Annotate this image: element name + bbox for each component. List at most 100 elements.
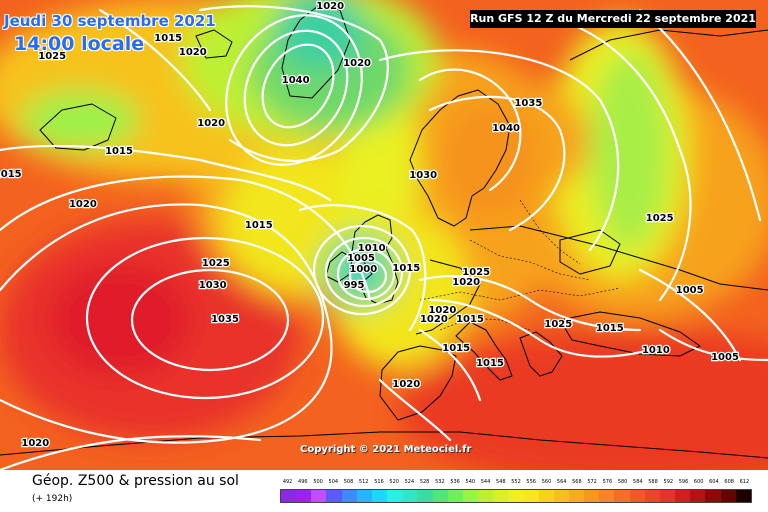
isobar-label: 1020 — [392, 379, 420, 390]
color-scale-swatch — [478, 490, 494, 502]
color-scale-label: 588 — [648, 479, 658, 485]
color-scale-label: 548 — [496, 479, 506, 485]
color-scale-label: 592 — [663, 479, 674, 485]
forecast-local-time: 14:00 locale — [14, 33, 145, 55]
isobar-label: 1030 — [199, 280, 227, 291]
isobar-label: 995 — [344, 280, 365, 291]
color-scale-label: 492 — [282, 479, 293, 485]
color-scale-swatch — [326, 490, 342, 502]
color-scale-swatch — [462, 490, 479, 502]
isobar-label: 1010 — [642, 345, 670, 356]
color-scale-bar — [280, 489, 752, 503]
color-scale-swatch — [538, 490, 554, 502]
color-scale-label: 580 — [617, 479, 628, 485]
color-scale-label: 516 — [374, 479, 384, 485]
color-scale-swatch — [341, 490, 357, 502]
isobar-label: 1015 — [596, 323, 624, 334]
color-scale-label: 608 — [724, 479, 734, 485]
color-scale-label: 504 — [328, 479, 339, 485]
color-scale-swatch — [568, 490, 585, 502]
color-scale-swatch — [735, 490, 751, 502]
isobar-label: 1015 — [392, 263, 420, 274]
color-scale-swatch — [432, 490, 448, 502]
color-scale-label: 552 — [511, 479, 521, 485]
isobar-label: 1015 — [105, 146, 133, 157]
isobar-label: 1025 — [646, 213, 674, 224]
isobar-label: 1020 — [21, 438, 49, 449]
color-scale-label: 576 — [602, 479, 613, 485]
color-scale-label: 572 — [587, 479, 597, 485]
color-scale-swatch — [311, 490, 327, 502]
color-scale-label: 612 — [739, 479, 750, 485]
isobar-label: 1015 — [154, 33, 182, 44]
isobar-label: 1010 — [358, 243, 386, 254]
weather-map: 1020 1015 1025 1020 1020 1040 1015 1015 1020 1035… — [0, 0, 768, 470]
isobar-label: 1020 — [452, 277, 480, 288]
color-scale-label: 600 — [693, 479, 704, 485]
color-scale-swatch — [402, 490, 418, 502]
pressure-labels: 1020 1015 1025 1020 1020 1040 1015 1015 1020 1035… — [0, 0, 740, 450]
color-scale-swatch — [584, 490, 600, 502]
borders — [419, 199, 621, 331]
isobar-label: 1020 — [197, 118, 225, 129]
color-scale-label: 568 — [572, 479, 582, 485]
color-scale-swatch — [705, 490, 721, 502]
color-scale-label: 584 — [633, 479, 643, 485]
color-scale-swatch — [629, 490, 645, 502]
color-scale-swatch — [614, 490, 630, 502]
isobar-label: 1035 — [514, 98, 542, 109]
color-scale-label: 596 — [678, 479, 689, 485]
isobar-label: 1035 — [211, 314, 239, 325]
color-scale-label: 524 — [404, 479, 415, 485]
isobar-label: 1015 — [245, 220, 273, 231]
color-scale-swatch — [644, 490, 660, 502]
isobar-label: 1015 — [0, 169, 22, 180]
isobar-label: 1025 — [202, 258, 230, 269]
legend-title: Géop. Z500 & pression au sol — [32, 473, 239, 489]
color-scale-label: 540 — [465, 479, 476, 485]
color-scale: 492 496 500 504 508 512 516 520 524 528 532 536 540 5… — [280, 478, 752, 504]
color-scale-swatch — [493, 490, 509, 502]
color-scale-swatch — [371, 490, 388, 502]
color-scale-swatch — [659, 490, 676, 502]
color-scale-swatch — [675, 490, 691, 502]
isobar-label: 1025 — [544, 319, 572, 330]
color-scale-swatch — [720, 490, 736, 502]
color-scale-swatch — [553, 490, 569, 502]
color-scale-label: 512 — [358, 479, 369, 485]
color-scale-label: 496 — [298, 479, 308, 485]
color-scale-label: 532 — [435, 479, 445, 485]
isobar-label: 1000 — [349, 264, 377, 275]
legend-footer: Géop. Z500 & pression au sol (+ 192h) 49… — [0, 470, 768, 512]
isobar-label: 1015 — [442, 343, 470, 354]
color-scale-swatch — [508, 490, 524, 502]
color-scale-label: 544 — [480, 479, 491, 485]
isobar-label: 1040 — [492, 123, 520, 134]
color-scale-label: 564 — [556, 479, 567, 485]
color-scale-label: 520 — [389, 479, 399, 485]
isobar-label: 1015 — [456, 314, 484, 325]
isobar-label: 1020 — [69, 199, 97, 210]
copyright-notice: Copyright © 2021 Meteociel.fr — [300, 444, 472, 455]
isobar-label: 1020 — [343, 58, 371, 69]
color-scale-swatch — [356, 490, 372, 502]
color-scale-label: 500 — [313, 479, 323, 485]
run-info-banner: Run GFS 12 Z du Mercredi 22 septembre 20… — [470, 10, 756, 28]
isobar-label: 1020 — [420, 314, 448, 325]
isobar-label: 1005 — [711, 352, 739, 363]
color-scale-label: 508 — [343, 479, 354, 485]
forecast-hour: (+ 192h) — [32, 494, 73, 504]
color-scale-label: 536 — [450, 479, 460, 485]
color-scale-swatch — [690, 490, 706, 502]
color-scale-swatch — [296, 490, 312, 502]
isobar-label: 1005 — [676, 285, 704, 296]
isobar-label: 1020 — [179, 47, 207, 58]
color-scale-labels: 492 496 500 504 508 512 516 520 524 528 532 536 540 5… — [280, 478, 752, 487]
color-scale-label: 604 — [709, 479, 719, 485]
color-scale-swatch — [447, 490, 463, 502]
color-scale-swatch — [281, 490, 297, 502]
isobar-label: 1040 — [282, 75, 310, 86]
isobar-label: 1030 — [409, 170, 437, 181]
isobar-label: 1025 — [38, 51, 66, 62]
isobar-label: 1020 — [316, 1, 344, 12]
